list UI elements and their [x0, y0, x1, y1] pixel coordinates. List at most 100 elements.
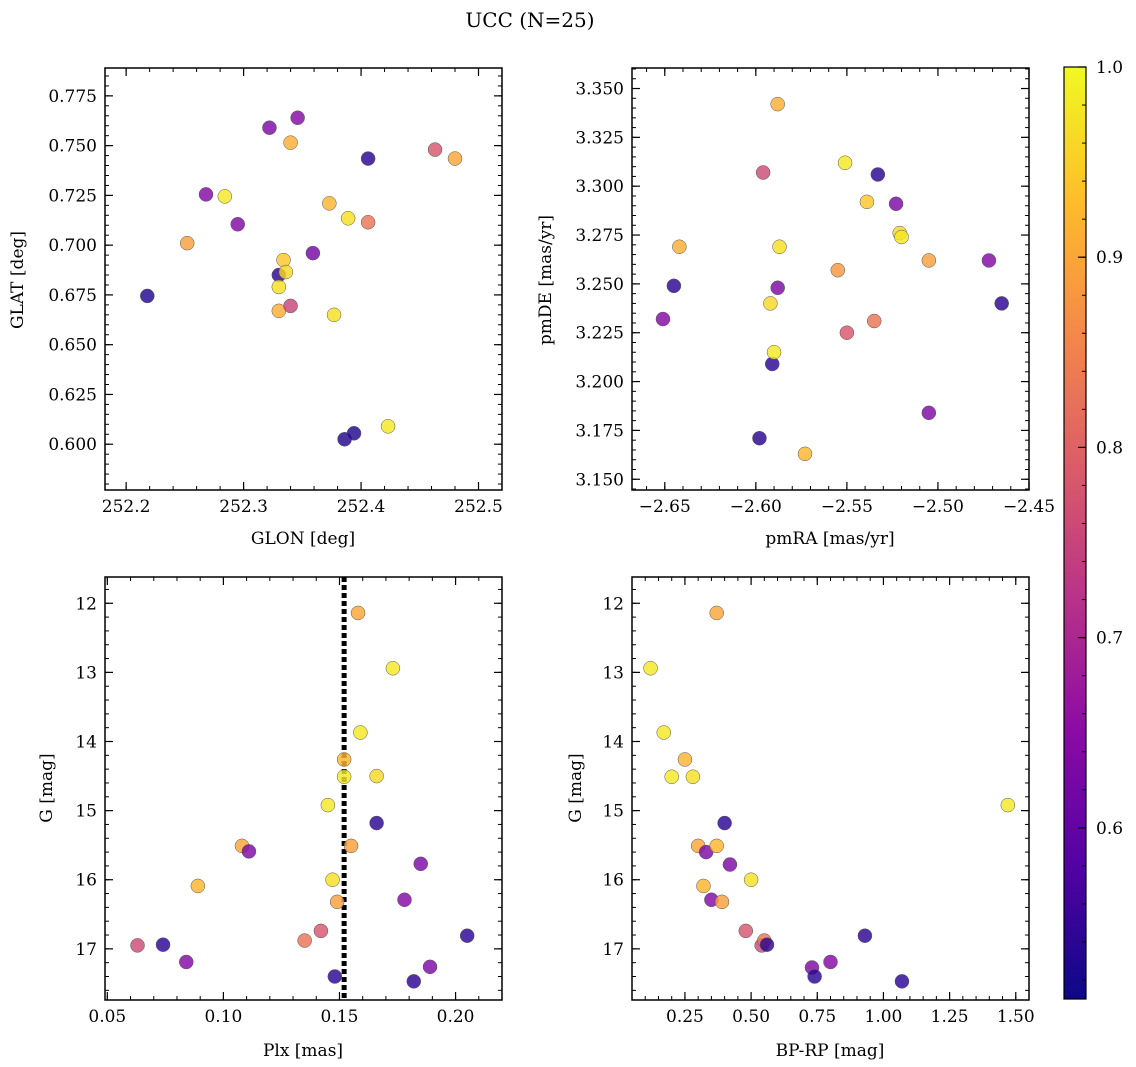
scatter-point	[672, 239, 687, 255]
y-tick-label: 13	[75, 663, 97, 683]
scatter-point	[459, 928, 475, 943]
scatter-point	[179, 235, 195, 251]
marks	[655, 96, 1009, 462]
scatter-point	[283, 135, 298, 150]
scatter-point	[766, 345, 782, 360]
colorbar-tick-label: 1.0	[1096, 58, 1123, 78]
scatter-point	[823, 954, 838, 970]
scatter-point	[709, 838, 724, 854]
y-tick-label: 0.650	[48, 336, 97, 356]
scatter-point	[360, 151, 376, 166]
y-tick-label: 0.750	[48, 137, 97, 157]
scatter-point	[427, 142, 443, 157]
scatter-point	[130, 938, 145, 953]
x-tick-label: 0.20	[437, 1007, 475, 1027]
scatter-point	[326, 307, 342, 323]
marks	[643, 605, 1016, 989]
scatter-point	[397, 892, 412, 908]
scatter-point	[313, 923, 329, 939]
scatter-point	[743, 872, 759, 887]
scatter-point	[655, 311, 671, 327]
scatter-point	[857, 928, 873, 943]
y-tick-label: 3.225	[575, 324, 624, 344]
panel-bprp-g: BP-RP [mag] G [mag] 0.25 0.50 0.75 1.00 1.25…	[566, 576, 1035, 1061]
scatter-point	[755, 165, 771, 180]
x-tick-label: 252.3	[219, 497, 268, 517]
scatter-point	[770, 280, 785, 296]
y-tick-label: 15	[75, 802, 97, 822]
scatter-point	[837, 155, 853, 171]
y-tick-label: 14	[602, 733, 624, 753]
y-axis-label: pmDE [mas/yr]	[536, 215, 556, 345]
scatter-point	[262, 120, 277, 135]
y-tick-label: 12	[602, 594, 624, 614]
colorbar-tick-label: 0.9	[1096, 248, 1123, 268]
scatter-point	[685, 769, 701, 784]
scatter-point	[327, 969, 343, 984]
scatter-point	[406, 974, 422, 989]
y-axis-label: GLAT [deg]	[8, 231, 28, 329]
x-tick-label: 0.25	[666, 1007, 704, 1027]
y-tick-label: 0.775	[48, 87, 97, 107]
scatter-point	[870, 167, 886, 182]
scatter-point	[329, 894, 345, 910]
y-tick-label: 3.150	[575, 470, 624, 490]
axes-frame	[631, 67, 1030, 491]
scatter-point	[140, 288, 155, 304]
scatter-point	[696, 878, 711, 894]
y-tick-label: 3.300	[575, 177, 624, 197]
scatter-point	[1000, 797, 1016, 813]
y-tick-label: 16	[602, 871, 624, 891]
panel-glon-glat: GLON [deg] GLAT [deg] 252.2 252.3 252.4 252…	[8, 67, 503, 549]
colorbar-tick-label: 0.7	[1096, 629, 1123, 649]
scatter-point	[320, 797, 336, 813]
marks	[130, 577, 475, 1000]
scatter-point	[276, 252, 291, 268]
x-tick-label: 252.4	[337, 497, 386, 517]
axes-frame	[631, 576, 1030, 1001]
scatter-point	[717, 815, 732, 831]
scatter-point	[297, 933, 312, 948]
minor-ticks	[105, 68, 503, 490]
x-tick-label: 1.25	[931, 1007, 969, 1027]
x-axis-label: GLON [deg]	[251, 529, 355, 549]
minor-ticks	[632, 68, 1030, 490]
scatter-point	[894, 229, 909, 245]
scatter-point	[413, 856, 428, 872]
scatter-point	[714, 894, 730, 910]
scatter-point	[921, 253, 937, 268]
scatter-point	[290, 110, 305, 126]
colorbar-gradient	[1064, 67, 1086, 999]
y-tick-label: 3.250	[575, 275, 624, 295]
x-tick-label: −2.50	[912, 497, 964, 517]
scatter-point	[643, 660, 658, 676]
x-tick-label: 1.00	[865, 1007, 903, 1027]
scatter-point	[759, 937, 775, 952]
scatter-point	[921, 405, 937, 421]
scatter-point	[738, 923, 754, 939]
scatter-point	[346, 426, 362, 441]
y-axis-label: G [mag]	[37, 753, 57, 822]
scatter-point	[664, 769, 679, 784]
x-tick-label: 0.50	[732, 1007, 770, 1027]
marks	[140, 110, 463, 447]
y-tick-label: 12	[75, 594, 97, 614]
x-tick-label: 252.5	[454, 497, 503, 517]
x-tick-label: 0.05	[88, 1007, 126, 1027]
scatter-point	[283, 298, 298, 314]
scatter-point	[198, 187, 214, 202]
scatter-point	[722, 857, 738, 872]
scatter-point	[241, 844, 257, 859]
y-tick-label: 3.200	[575, 373, 624, 393]
x-tick-label: 252.2	[102, 497, 151, 517]
figure-title: UCC (N=25)	[465, 8, 594, 32]
colorbar-tick-label: 0.8	[1096, 438, 1123, 458]
scatter-point	[217, 189, 233, 204]
y-tick-label: 3.350	[575, 80, 624, 100]
y-tick-label: 0.675	[48, 286, 97, 306]
scatter-point	[656, 725, 672, 740]
y-tick-label: 0.725	[48, 186, 97, 206]
axes-frame	[104, 67, 503, 491]
scatter-point	[994, 296, 1009, 311]
scatter-point	[385, 660, 401, 676]
